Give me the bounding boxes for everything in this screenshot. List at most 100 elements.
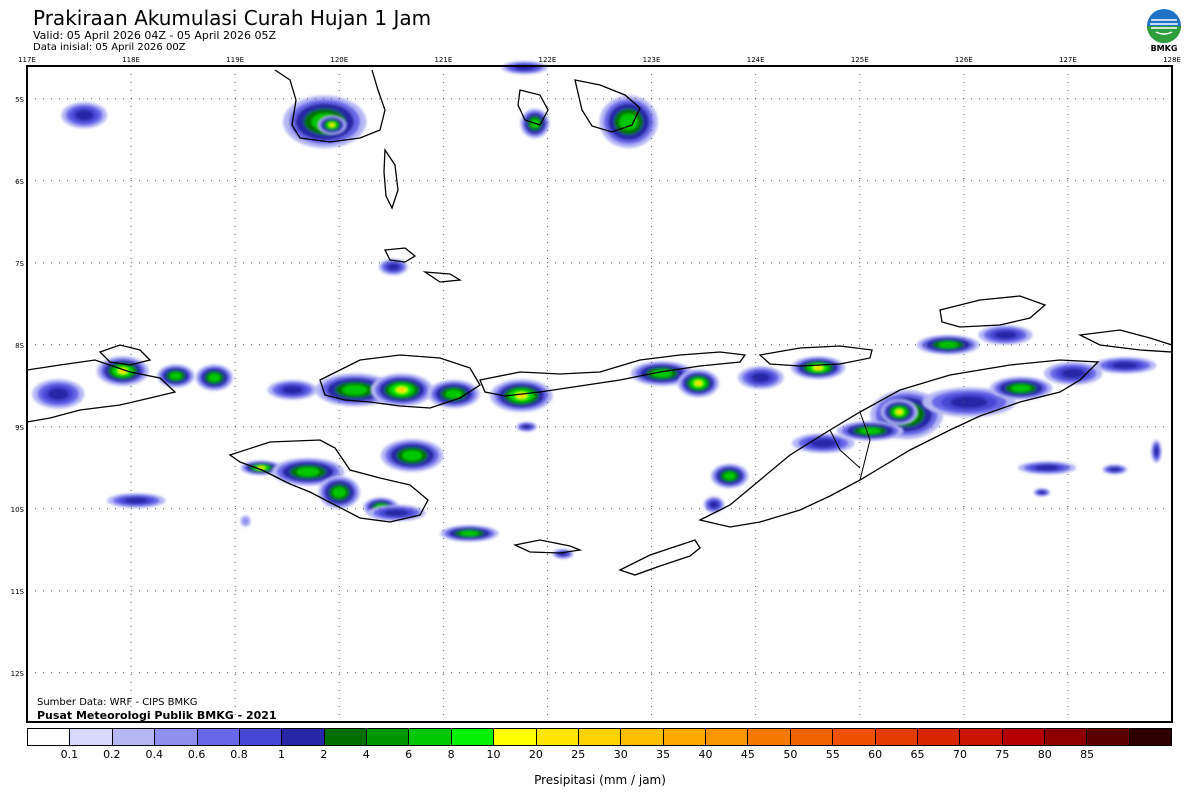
latitude-labels: 5S 6S 7S 8S 9S 10S 11S 12S: [11, 96, 25, 678]
colorbar-tick-label: 0.8: [230, 748, 248, 761]
colorbar-swatch: [324, 729, 367, 745]
colorbar-swatch: [875, 729, 918, 745]
lat-tick-label: 9S: [15, 424, 24, 432]
colorbar-tick-label: 20: [528, 748, 543, 761]
rain-cell: [599, 95, 658, 148]
coast-alor: [758, 345, 873, 367]
rain-cell: [427, 380, 480, 408]
lon-tick-label: 120E: [330, 56, 348, 64]
colorbar-swatch: [28, 729, 71, 745]
coast-sawu: [512, 539, 583, 554]
colorbar-swatch: [239, 729, 283, 745]
rain-cell: [61, 102, 108, 129]
bmkg-logo-icon: [1147, 9, 1181, 43]
rain-cell: [989, 376, 1053, 400]
rain-cell: [880, 398, 919, 426]
lon-tick-label: 118E: [122, 56, 140, 64]
rain-band: [208, 373, 221, 382]
coast-sulawesi-south: [274, 69, 386, 143]
colorbar-swatch: [70, 729, 113, 745]
rain-cell: [703, 496, 725, 513]
colorbar-swatch: [1129, 729, 1172, 745]
colorbar-swatch: [578, 729, 622, 745]
colorbar-tick-label: 0.2: [103, 748, 121, 761]
rain-layer: [32, 61, 1162, 559]
lon-tick-label: 128E: [1163, 56, 1181, 64]
rain-cell: [978, 325, 1033, 345]
map-frame: [26, 65, 1173, 723]
colorbar-tick-label: 30: [613, 748, 628, 761]
bmkg-logo: BMKG: [1142, 6, 1186, 60]
rain-band: [75, 109, 94, 121]
colorbar-swatch: [1045, 729, 1088, 745]
rain-band: [1038, 490, 1046, 495]
rain-band: [387, 263, 400, 271]
rain-cell: [315, 373, 395, 407]
colorbar-swatch: [1087, 729, 1130, 745]
lon-tick-label: 125E: [851, 56, 869, 64]
rain-cell: [1043, 362, 1103, 385]
colorbar-labels: 0.1 0.2 0.4 0.6 0.8 1 2 4 6 8 10 20 25 30 35 40 45 50 55 60…: [27, 748, 1172, 762]
colorbar-swatch: [197, 729, 240, 745]
rain-cell: [240, 460, 283, 476]
colorbar-tick-label: 75: [995, 748, 1010, 761]
rain-band: [897, 410, 902, 414]
rain-band: [938, 341, 959, 348]
lat-tick-label: 6S: [15, 178, 24, 186]
colorbar-swatch: [112, 729, 156, 745]
colorbar-tick-label: 35: [656, 748, 671, 761]
coast-sumbawa-lombok: [26, 359, 177, 423]
rain-cell: [1102, 464, 1128, 475]
rain-band: [751, 373, 771, 383]
colorbar-swatch: [155, 729, 198, 745]
lat-tick-label: 8S: [15, 342, 24, 350]
colorbar-tick-label: 1: [277, 748, 285, 761]
coast-sumba: [228, 439, 429, 523]
colorbar-tick-label: 70: [952, 748, 967, 761]
colorbar-tick-label: 55: [825, 748, 840, 761]
colorbar-tick-label: 10: [486, 748, 501, 761]
coast-selayar: [383, 147, 399, 210]
rain-band: [723, 472, 736, 480]
colorbar: [27, 728, 1172, 746]
rain-cell: [1017, 461, 1077, 475]
coast-wetar: [939, 295, 1047, 328]
rain-cell: [370, 373, 433, 407]
rain-band: [709, 501, 719, 508]
rain-band: [994, 331, 1017, 339]
colorbar-swatch: [663, 729, 706, 745]
rain-band: [47, 388, 69, 400]
colorbar-tick-label: 4: [362, 748, 370, 761]
colorbar-swatch: [282, 729, 325, 745]
colorbar-swatch: [917, 729, 961, 745]
coast-flores-west: [319, 354, 481, 409]
rain-band: [522, 424, 531, 429]
rain-band: [1112, 362, 1138, 369]
data-source-credit: Sumber Data: WRF - CIPS BMKG: [37, 697, 198, 708]
coast-bonerate: [383, 247, 417, 263]
coast-kalao: [422, 271, 463, 283]
rain-band: [1061, 368, 1085, 379]
rain-band: [330, 124, 334, 127]
rain-cell: [710, 463, 749, 489]
rain-cell: [107, 493, 166, 508]
rain-cell: [318, 476, 361, 509]
lon-tick-label: 119E: [226, 56, 244, 64]
rain-cell: [378, 258, 408, 276]
colorbar-tick-label: 6: [405, 748, 413, 761]
rain-cell: [916, 334, 980, 355]
coast-muna: [574, 79, 641, 133]
rain-band: [282, 385, 303, 394]
colorbar-tick-label: 2: [320, 748, 328, 761]
rain-cell: [157, 364, 195, 388]
colorbar-tick-label: 65: [910, 748, 925, 761]
rain-cell: [516, 421, 538, 432]
colorbar-swatch: [536, 729, 579, 745]
rain-cell: [630, 361, 694, 386]
rain-cell: [440, 525, 499, 542]
colorbar-swatch: [748, 729, 791, 745]
colorbar-swatch: [706, 729, 749, 745]
rain-cell: [552, 548, 574, 559]
lat-tick-label: 5S: [15, 96, 24, 104]
rain-cell: [96, 356, 149, 386]
